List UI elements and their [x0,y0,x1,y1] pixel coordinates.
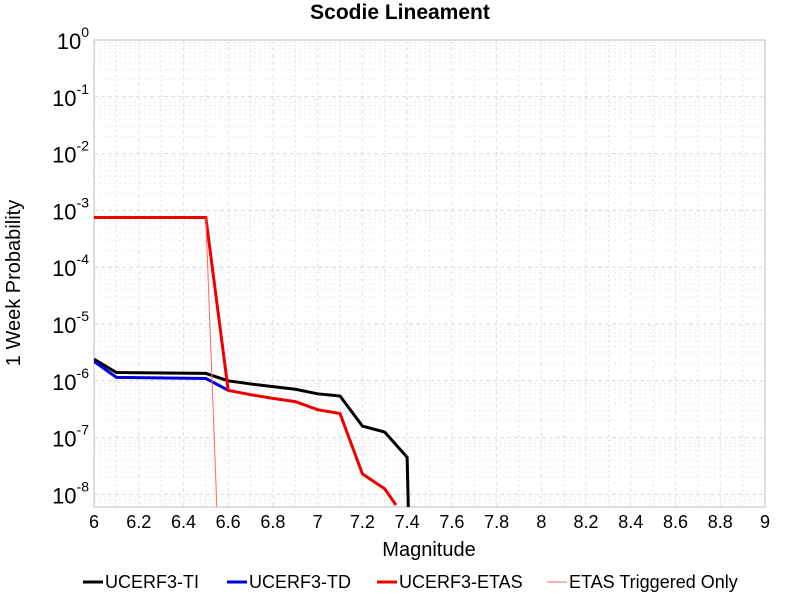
y-tick-label: 10-8 [52,478,89,508]
x-tick-label: 6.6 [216,512,241,532]
series-line-1 [94,357,410,507]
y-tick-label: 10-6 [52,365,89,395]
series-line-4 [205,217,218,507]
x-tick-label: 8.4 [618,512,643,532]
y-tick-labels: 100 10-1 10-2 10-3 10-4 10-5 10-6 10-7 10-8 [52,24,89,508]
x-tick-label: 6.4 [171,512,196,532]
x-tick-label: 8.2 [574,512,599,532]
x-tick-label: 8.6 [663,512,688,532]
plot-frame [93,39,766,508]
x-axis-label: Magnitude [382,539,475,561]
y-axis-label: 1 Week Probability [3,200,25,366]
x-tick-label: 6 [89,512,99,532]
series-line-2 [94,360,229,392]
legend: UCERF3-TI UCERF3-TD UCERF3-ETAS ETAS Trigge… [83,572,738,592]
y-tick-label: 10-3 [52,194,89,224]
legend-label-2: UCERF3-TD [249,572,351,592]
legend-label-1: UCERF3-TI [105,572,199,592]
x-tick-label: 7.6 [439,512,464,532]
x-tick-labels: 6 6.2 6.4 6.6 6.8 7 7.2 7.4 7.6 7.8 8 8.2 8.4 8.6 8.8 9 [89,512,770,532]
y-tick-label: 100 [57,24,89,54]
legend-label-3: UCERF3-ETAS [399,572,523,592]
legend-label-4: ETAS Triggered Only [569,572,738,592]
y-tick-label: 10-4 [52,251,89,281]
series-layer [94,216,410,507]
series-line-3 [94,216,398,506]
x-tick-label: 8 [536,512,546,532]
chart-title: Scodie Lineament [310,1,490,24]
x-tick-label: 8.8 [708,512,733,532]
x-tick-label: 7.4 [395,512,420,532]
y-tick-label: 10-5 [52,308,89,338]
x-tick-label: 7 [313,512,323,532]
x-tick-label: 7.8 [484,512,509,532]
y-tick-label: 10-2 [52,138,89,168]
x-tick-label: 6.8 [260,512,285,532]
x-tick-label: 7.2 [350,512,375,532]
x-tick-label: 6.2 [126,512,151,532]
y-tick-label: 10-1 [52,81,89,111]
y-tick-label: 10-7 [52,422,89,452]
x-tick-label: 9 [760,512,770,532]
